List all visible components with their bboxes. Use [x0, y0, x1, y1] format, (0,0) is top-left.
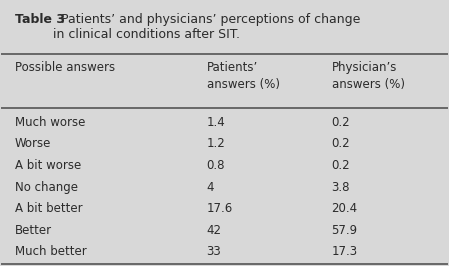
Text: 0.8: 0.8: [207, 159, 225, 172]
Text: 17.6: 17.6: [207, 202, 233, 215]
Text: 57.9: 57.9: [332, 224, 358, 237]
Text: 42: 42: [207, 224, 222, 237]
Text: Table 3: Table 3: [15, 13, 65, 26]
Text: 3.8: 3.8: [332, 181, 350, 194]
Text: 0.2: 0.2: [332, 138, 350, 151]
Text: Much worse: Much worse: [15, 116, 85, 129]
Text: No change: No change: [15, 181, 78, 194]
Text: Better: Better: [15, 224, 52, 237]
Text: 33: 33: [207, 246, 221, 258]
Text: A bit better: A bit better: [15, 202, 83, 215]
Text: 17.3: 17.3: [332, 246, 358, 258]
Text: Possible answers: Possible answers: [15, 61, 115, 74]
Text: 1.2: 1.2: [207, 138, 225, 151]
Text: Physician’s
answers (%): Physician’s answers (%): [332, 61, 405, 91]
Text: 0.2: 0.2: [332, 159, 350, 172]
Text: Worse: Worse: [15, 138, 51, 151]
Text: A bit worse: A bit worse: [15, 159, 81, 172]
Text: 20.4: 20.4: [332, 202, 358, 215]
Text: 1.4: 1.4: [207, 116, 225, 129]
Text: 0.2: 0.2: [332, 116, 350, 129]
Text: Much better: Much better: [15, 246, 87, 258]
Text: Patients’ and physicians’ perceptions of change
in clinical conditions after SIT: Patients’ and physicians’ perceptions of…: [53, 13, 360, 41]
Text: 4: 4: [207, 181, 214, 194]
Text: Patients’
answers (%): Patients’ answers (%): [207, 61, 280, 91]
